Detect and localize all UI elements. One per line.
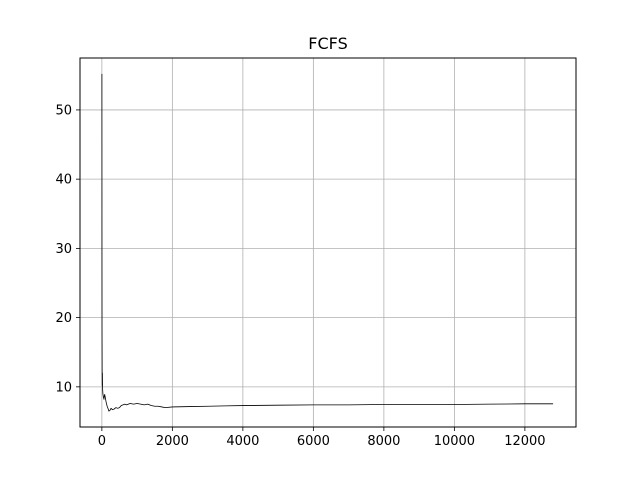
y-tick-label: 40 — [55, 173, 72, 188]
y-tick-label: 30 — [55, 242, 72, 257]
x-tick-label: 12000 — [504, 434, 545, 449]
grid-lines — [80, 58, 576, 427]
y-tick-label: 50 — [55, 103, 72, 118]
x-tick-label: 2000 — [156, 434, 189, 449]
x-tick-label: 0 — [98, 434, 106, 449]
y-tick-label: 10 — [55, 380, 72, 395]
x-tick-label: 10000 — [434, 434, 475, 449]
plot-area-frame — [79, 57, 577, 428]
y-axis: 10 20 30 40 50 — [55, 103, 80, 395]
chart-title: FCFS — [308, 34, 347, 53]
data-series — [101, 73, 554, 412]
x-axis: 0 2000 4000 6000 8000 10000 12000 — [98, 427, 546, 449]
x-tick-label: 6000 — [297, 434, 330, 449]
x-tick-label: 8000 — [367, 434, 400, 449]
y-tick-label: 20 — [55, 311, 72, 326]
series-line — [101, 73, 554, 412]
x-tick-label: 4000 — [226, 434, 259, 449]
